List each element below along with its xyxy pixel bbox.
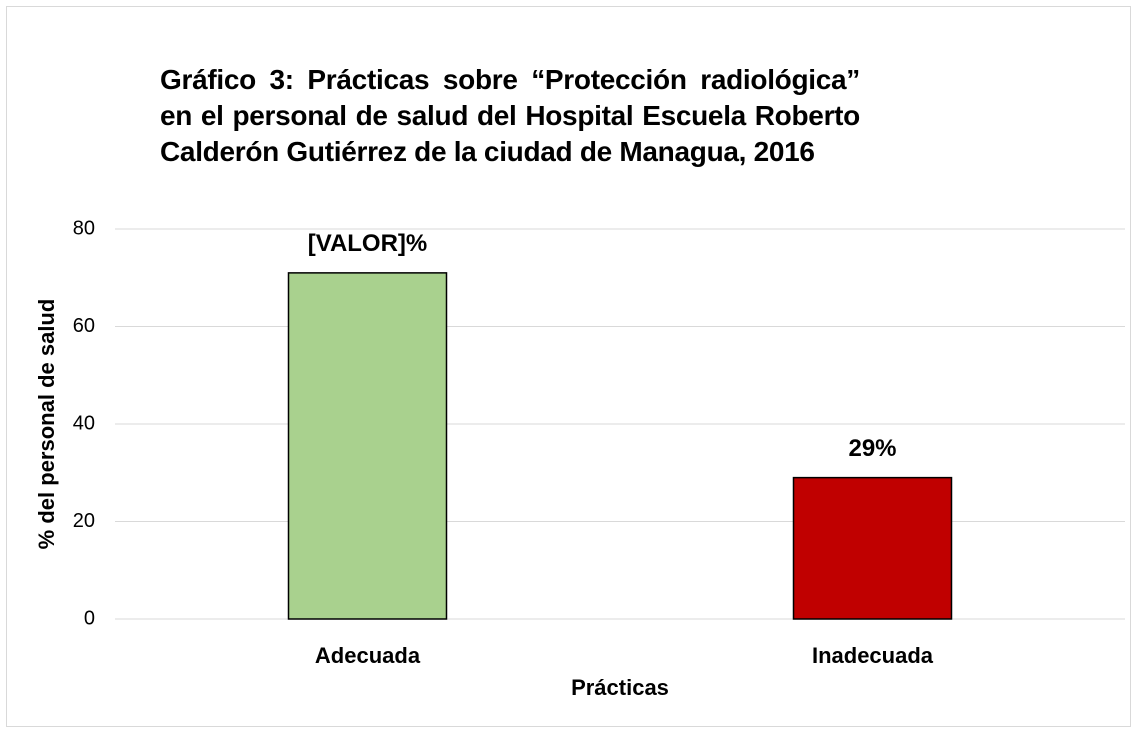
y-axis-label: % del personal de salud: [34, 299, 59, 550]
x-tick-label: Inadecuada: [812, 643, 934, 668]
data-label: [VALOR]%: [308, 230, 428, 257]
y-tick-label: 0: [84, 607, 95, 629]
y-tick-label: 80: [73, 217, 95, 239]
chart-title: Gráfico 3: Prácticas sobre “Protección r…: [160, 64, 860, 167]
y-tick-label: 20: [73, 510, 95, 532]
y-tick-label: 40: [73, 412, 95, 434]
y-tick-label: 60: [73, 315, 95, 337]
bar: [287, 272, 448, 620]
chart-border: [6, 6, 1131, 727]
bar: [792, 476, 953, 620]
data-label: 29%: [848, 435, 896, 462]
x-tick-label: Adecuada: [315, 643, 421, 668]
x-axis-label: Prácticas: [571, 675, 669, 700]
